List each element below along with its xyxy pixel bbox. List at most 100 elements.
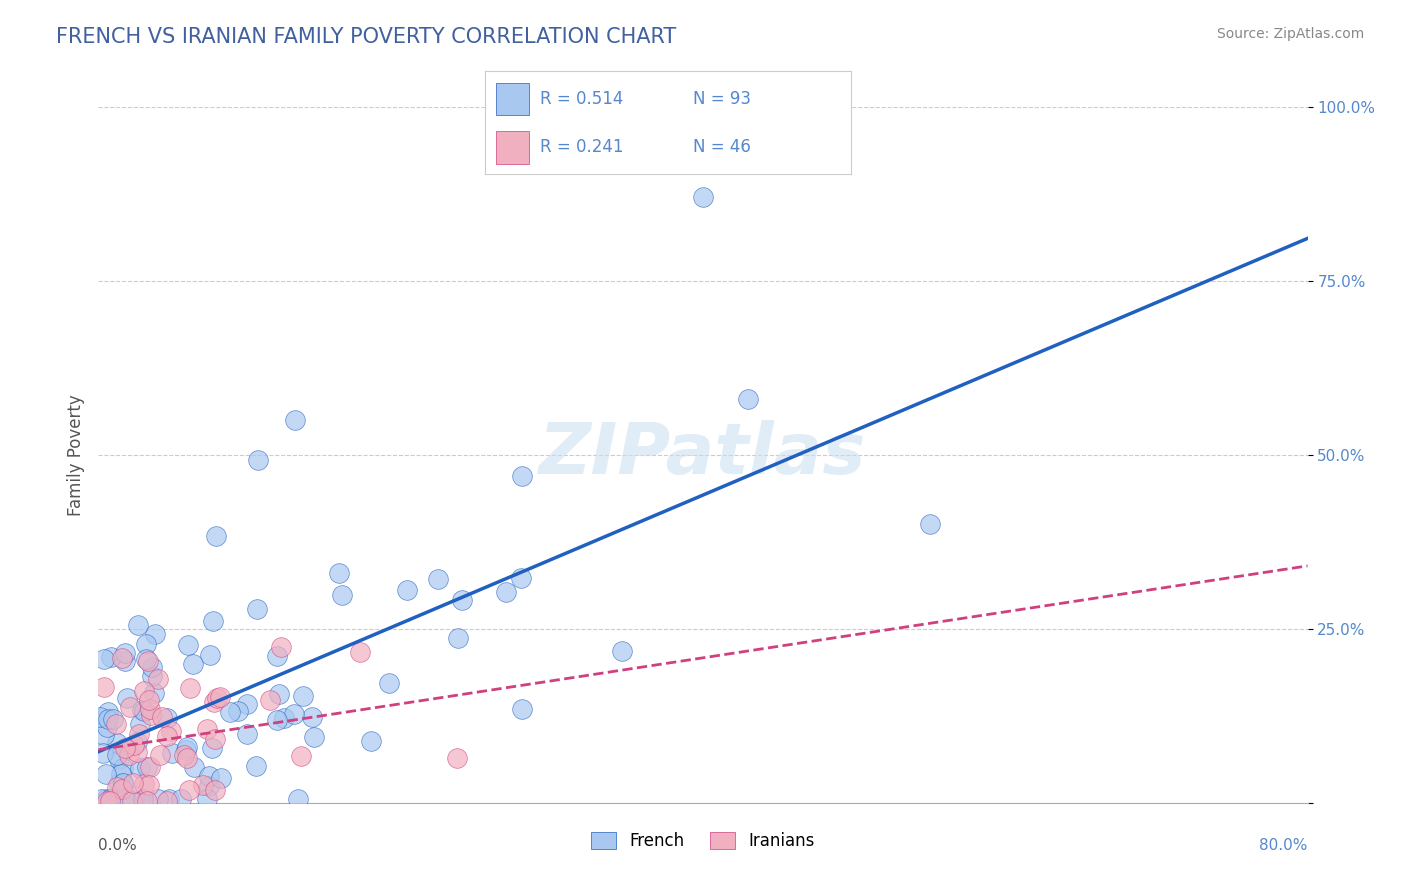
Point bbox=[139, 707, 162, 722]
Point bbox=[495, 585, 517, 599]
Point bbox=[117, 690, 139, 705]
Point bbox=[176, 740, 198, 755]
Point bbox=[181, 657, 204, 671]
Point bbox=[150, 709, 173, 723]
Point bbox=[121, 794, 143, 808]
Point bbox=[426, 572, 449, 586]
Legend: French, Iranians: French, Iranians bbox=[585, 826, 821, 857]
Text: R = 0.514: R = 0.514 bbox=[540, 90, 623, 108]
Point bbox=[236, 727, 259, 741]
Point bbox=[195, 722, 218, 736]
Point bbox=[89, 710, 111, 724]
Point bbox=[141, 669, 163, 683]
Point bbox=[143, 626, 166, 640]
Text: R = 0.241: R = 0.241 bbox=[540, 138, 623, 156]
Point bbox=[195, 792, 218, 806]
Point bbox=[200, 740, 222, 755]
Point bbox=[328, 566, 350, 581]
Point bbox=[132, 704, 155, 718]
Point bbox=[114, 646, 136, 660]
Point bbox=[111, 776, 134, 790]
Point bbox=[176, 751, 198, 765]
Point bbox=[510, 702, 533, 716]
Point bbox=[156, 711, 179, 725]
Point bbox=[100, 649, 122, 664]
Point bbox=[156, 794, 179, 808]
Point bbox=[96, 767, 118, 781]
Point bbox=[110, 767, 132, 781]
Point bbox=[111, 781, 134, 796]
Point bbox=[105, 736, 128, 750]
Point bbox=[138, 760, 160, 774]
Point bbox=[198, 648, 221, 663]
Point bbox=[103, 712, 125, 726]
Point bbox=[93, 680, 115, 694]
Point bbox=[97, 705, 120, 719]
Point bbox=[149, 747, 172, 762]
Point bbox=[111, 761, 134, 775]
Point bbox=[97, 712, 120, 726]
Point bbox=[273, 711, 295, 725]
Y-axis label: Family Poverty: Family Poverty bbox=[66, 394, 84, 516]
Point bbox=[226, 704, 249, 718]
Point bbox=[918, 517, 941, 532]
Point bbox=[114, 792, 136, 806]
Point bbox=[114, 654, 136, 668]
Point bbox=[245, 602, 267, 616]
Point bbox=[91, 746, 114, 760]
Point bbox=[114, 741, 136, 756]
Point bbox=[132, 777, 155, 791]
Point bbox=[737, 392, 759, 407]
Point bbox=[118, 747, 141, 762]
Point bbox=[177, 638, 200, 652]
Point bbox=[259, 693, 281, 707]
Point bbox=[304, 730, 326, 744]
Point bbox=[134, 684, 156, 698]
Point bbox=[98, 792, 121, 806]
Point bbox=[395, 583, 418, 598]
Point bbox=[377, 676, 399, 690]
Point bbox=[183, 760, 205, 774]
Point bbox=[283, 707, 305, 722]
Point bbox=[141, 660, 163, 674]
Point bbox=[160, 746, 183, 760]
Point bbox=[139, 702, 162, 716]
FancyBboxPatch shape bbox=[496, 83, 529, 115]
Point bbox=[179, 681, 201, 695]
Point bbox=[129, 762, 152, 776]
Point bbox=[129, 717, 152, 731]
Point bbox=[128, 726, 150, 740]
Point bbox=[301, 710, 323, 724]
Point bbox=[209, 771, 232, 785]
Point bbox=[290, 749, 312, 764]
Point bbox=[138, 778, 160, 792]
Point bbox=[510, 468, 533, 483]
Point bbox=[108, 776, 131, 790]
Point bbox=[692, 190, 714, 204]
Point bbox=[127, 617, 149, 632]
Point bbox=[118, 699, 141, 714]
Point bbox=[146, 672, 169, 686]
Point bbox=[509, 571, 531, 585]
Point bbox=[135, 637, 157, 651]
Text: N = 46: N = 46 bbox=[693, 138, 751, 156]
Point bbox=[360, 734, 382, 748]
Point bbox=[131, 703, 153, 717]
Point bbox=[287, 792, 309, 806]
Point bbox=[132, 792, 155, 806]
Point bbox=[112, 776, 135, 790]
Point bbox=[135, 652, 157, 666]
Point bbox=[90, 792, 112, 806]
Point bbox=[204, 732, 226, 747]
Point bbox=[142, 686, 165, 700]
Point bbox=[236, 698, 259, 712]
Point bbox=[122, 739, 145, 753]
Point bbox=[177, 782, 200, 797]
Text: 0.0%: 0.0% bbox=[98, 838, 138, 853]
Point bbox=[157, 792, 180, 806]
Text: ZIPatlas: ZIPatlas bbox=[540, 420, 866, 490]
Point bbox=[146, 792, 169, 806]
Point bbox=[284, 413, 307, 427]
Point bbox=[125, 735, 148, 749]
Point bbox=[197, 769, 219, 783]
